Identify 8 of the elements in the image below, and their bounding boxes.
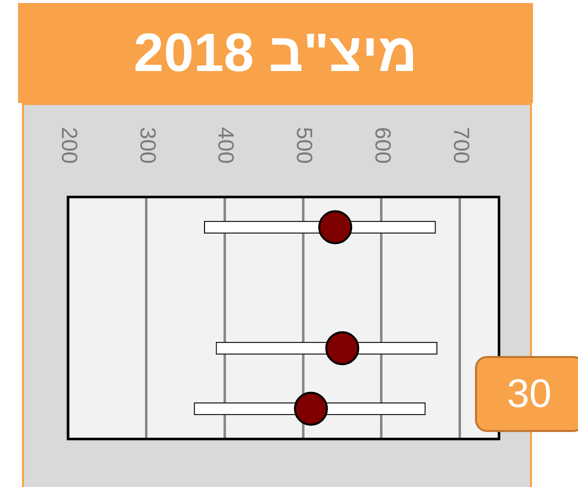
x-tick-label: 200 [56,127,82,164]
x-tick-label: 600 [370,127,396,164]
chart-title: מיצ"ב 2018 [18,3,533,103]
x-tick-label: 500 [292,127,318,164]
x-tick-label: 400 [214,127,239,164]
x-tick-label: 300 [135,127,160,164]
text: 30 [475,356,578,432]
x-tick-label: 700 [448,127,474,164]
